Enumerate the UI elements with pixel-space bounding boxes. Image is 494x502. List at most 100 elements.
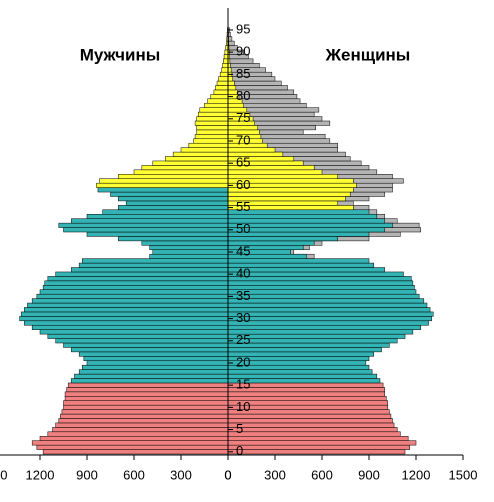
bar: [228, 347, 382, 351]
bar: [32, 325, 228, 329]
bar: [228, 276, 411, 280]
y-tick-label: 65: [236, 155, 250, 170]
bar: [228, 450, 405, 454]
bar: [24, 307, 228, 311]
bar: [228, 223, 393, 227]
bar: [32, 441, 228, 445]
y-tick-label: 0: [236, 443, 243, 458]
bar: [228, 236, 338, 240]
bar: [74, 374, 228, 378]
bar: [71, 379, 228, 383]
x-tick-label: 1200: [402, 467, 431, 482]
x-tick-label: 1200: [26, 467, 55, 482]
bar: [228, 383, 383, 387]
bar: [228, 414, 391, 418]
bar: [134, 170, 228, 174]
x-tick-label: 900: [358, 467, 380, 482]
bar: [228, 125, 258, 129]
bar: [118, 196, 228, 200]
bar: [64, 343, 229, 347]
bar: [228, 272, 403, 276]
men-label: Мужчины: [80, 45, 161, 64]
bar: [205, 103, 229, 107]
bar: [228, 445, 410, 449]
bar: [79, 352, 228, 356]
bar: [43, 285, 228, 289]
bar: [228, 441, 416, 445]
y-tick-label: 10: [236, 399, 250, 414]
bar: [228, 379, 380, 383]
bar: [228, 285, 414, 289]
y-tick-label: 5: [236, 421, 243, 436]
x-tick-label: 1500: [449, 467, 478, 482]
bar: [228, 423, 394, 427]
y-tick-label: 85: [236, 66, 250, 81]
y-tick-label: 20: [236, 354, 250, 369]
bar: [84, 356, 228, 360]
bar: [189, 143, 228, 147]
bar: [27, 303, 228, 307]
bar: [228, 77, 233, 81]
bar: [40, 330, 228, 334]
bar: [87, 361, 228, 365]
bar: [64, 401, 229, 405]
bar: [223, 63, 228, 67]
bar: [228, 170, 322, 174]
bar: [228, 290, 416, 294]
bar: [228, 387, 385, 391]
bar: [228, 228, 385, 232]
bar: [228, 214, 377, 218]
bar: [48, 334, 228, 338]
bar: [228, 401, 388, 405]
bar: [103, 210, 228, 214]
bar: [228, 192, 350, 196]
bar: [87, 214, 228, 218]
bar: [71, 219, 228, 223]
bar: [228, 312, 433, 316]
bar: [228, 334, 405, 338]
bar: [228, 436, 408, 440]
bar: [82, 365, 228, 369]
bar: [165, 157, 228, 161]
bar: [118, 205, 228, 209]
bar: [82, 259, 228, 263]
bar: [64, 228, 229, 232]
bar: [222, 68, 228, 72]
bar: [215, 85, 228, 89]
bar: [48, 276, 228, 280]
bar: [228, 432, 400, 436]
bar: [228, 303, 427, 307]
y-tick-label: 70: [236, 132, 250, 147]
y-tick-label: 80: [236, 88, 250, 103]
bar: [208, 99, 228, 103]
y-tick-label: 15: [236, 377, 250, 392]
bar: [228, 370, 372, 374]
bar: [111, 192, 229, 196]
bar: [153, 161, 228, 165]
bar: [217, 81, 228, 85]
y-tick-label: 30: [236, 310, 250, 325]
x-tick-label: 300: [170, 467, 192, 482]
bar: [228, 330, 413, 334]
bar: [228, 268, 385, 272]
bar: [71, 347, 228, 351]
bar: [200, 108, 228, 112]
bar: [228, 85, 236, 89]
bar: [228, 343, 389, 347]
bar: [228, 427, 397, 431]
bar: [142, 241, 228, 245]
bar: [228, 219, 385, 223]
bar: [153, 250, 228, 254]
bar: [37, 445, 228, 449]
bar: [228, 81, 234, 85]
bar: [60, 414, 228, 418]
bar: [194, 139, 228, 143]
bar: [64, 405, 229, 409]
bar: [100, 179, 228, 183]
bar: [211, 94, 228, 98]
y-tick-label: 25: [236, 332, 250, 347]
y-tick-label: 55: [236, 199, 250, 214]
bar: [228, 339, 397, 343]
bar: [198, 112, 228, 116]
bar: [228, 307, 430, 311]
